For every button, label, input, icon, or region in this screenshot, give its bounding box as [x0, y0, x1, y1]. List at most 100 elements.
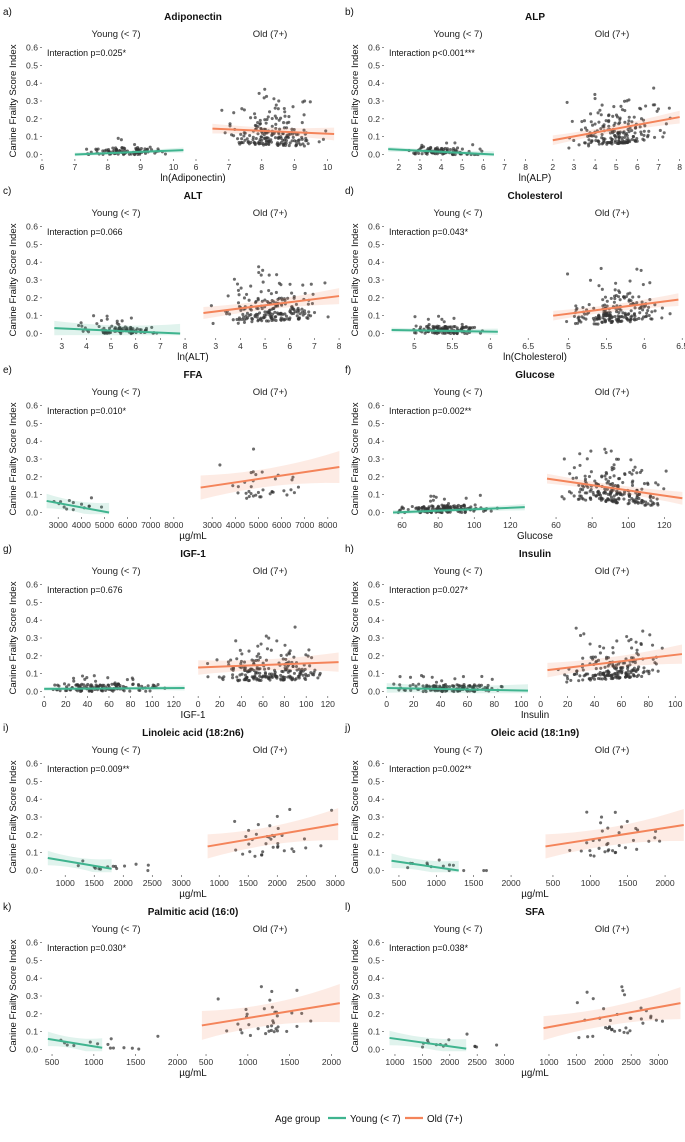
x-tick-label: 2000 — [502, 878, 521, 888]
data-point — [597, 120, 601, 124]
y-tick-label: 0.0 — [368, 1045, 380, 1055]
data-point — [584, 498, 588, 502]
x-tick-label: 80 — [587, 520, 597, 530]
data-point — [209, 304, 213, 308]
data-point — [612, 300, 616, 304]
data-point — [259, 316, 263, 320]
data-point — [109, 1037, 113, 1041]
x-tick-label: 0 — [196, 699, 201, 709]
data-point — [293, 625, 297, 629]
confidence-band-old — [200, 451, 340, 500]
data-point — [611, 676, 615, 680]
data-point — [633, 138, 637, 142]
data-point — [473, 1044, 477, 1049]
data-point — [156, 1034, 160, 1038]
data-point — [607, 314, 611, 318]
data-point — [282, 126, 286, 130]
data-point — [600, 103, 604, 107]
data-point — [480, 674, 484, 679]
data-point — [577, 143, 581, 147]
data-point — [307, 648, 311, 652]
data-point — [306, 316, 310, 320]
data-point — [236, 321, 240, 325]
fit-line-old — [203, 295, 340, 315]
data-point — [635, 136, 639, 141]
x-tick-label: 8 — [523, 162, 528, 172]
data-point — [442, 497, 446, 501]
data-point — [617, 497, 621, 501]
data-point — [268, 313, 272, 317]
data-point — [292, 295, 296, 299]
data-point — [414, 331, 418, 335]
data-point — [235, 657, 239, 661]
x-tick-label: 7 — [158, 341, 163, 351]
data-point — [246, 140, 250, 144]
y-tick-label: 0.6 — [368, 400, 380, 410]
data-point — [431, 498, 435, 502]
x-tick-label: 1500 — [280, 1057, 299, 1067]
x-tick-label: 6 — [642, 341, 647, 351]
data-point — [578, 463, 582, 467]
data-point — [565, 680, 569, 684]
data-point — [600, 132, 604, 137]
y-tick-label: 0.4 — [26, 436, 38, 446]
data-point — [623, 109, 627, 113]
data-point — [282, 489, 286, 493]
x-tick-label: 6 — [194, 162, 199, 172]
data-point — [627, 119, 631, 123]
facet-old: Old (7+) 500 1000 1500 2000 — [199, 924, 341, 1067]
data-point — [263, 298, 267, 302]
data-point — [587, 138, 591, 142]
data-point — [630, 128, 634, 133]
y-axis-label: Canine Frailty Score Index — [350, 760, 361, 873]
x-tick-label: 3 — [59, 341, 64, 351]
data-point — [629, 299, 633, 303]
data-point — [231, 484, 235, 488]
data-point — [259, 290, 263, 294]
y-tick-label: 0.0 — [368, 150, 380, 160]
data-point — [592, 134, 596, 138]
data-point — [118, 148, 122, 153]
y-tick-label: 0.1 — [26, 132, 38, 142]
data-point — [116, 683, 120, 687]
data-point — [283, 110, 287, 114]
data-point — [274, 126, 278, 130]
data-point — [285, 493, 289, 497]
data-point — [645, 669, 649, 673]
data-point — [237, 293, 241, 297]
data-point — [111, 864, 115, 868]
y-axis-label: Canine Frailty Score Index — [8, 760, 19, 873]
data-point — [594, 139, 598, 143]
x-tick-label: 3000 — [49, 520, 68, 530]
data-point — [135, 327, 139, 331]
data-point — [256, 490, 260, 495]
data-point — [261, 143, 266, 147]
data-point — [652, 502, 656, 506]
data-point — [102, 326, 106, 330]
data-point — [567, 146, 571, 150]
data-point — [465, 1032, 469, 1036]
data-point — [602, 646, 606, 650]
data-point — [278, 127, 282, 131]
data-point — [312, 310, 317, 315]
x-tick-label: 6 — [635, 162, 640, 172]
data-point — [634, 126, 638, 130]
data-point — [613, 134, 617, 138]
data-point — [302, 113, 306, 117]
x-tick-label: 40 — [590, 699, 600, 709]
y-axis-label: Canine Frailty Score Index — [8, 44, 19, 157]
facet-label: Young (< 7) — [91, 208, 140, 219]
y-tick-label: 0.1 — [368, 132, 380, 142]
data-point — [604, 451, 608, 455]
data-point — [268, 492, 272, 496]
panel-letter: f) — [345, 365, 351, 376]
x-tick-label: 8 — [259, 162, 264, 172]
data-point — [596, 139, 600, 143]
data-point — [635, 471, 639, 475]
data-point — [648, 633, 652, 637]
facet-old: Old (7+) 2 3 4 5 6 7 8 — [550, 29, 682, 172]
data-point — [308, 100, 312, 104]
data-point — [290, 291, 294, 295]
x-tick-label: 1500 — [239, 878, 258, 888]
data-point — [283, 143, 288, 147]
